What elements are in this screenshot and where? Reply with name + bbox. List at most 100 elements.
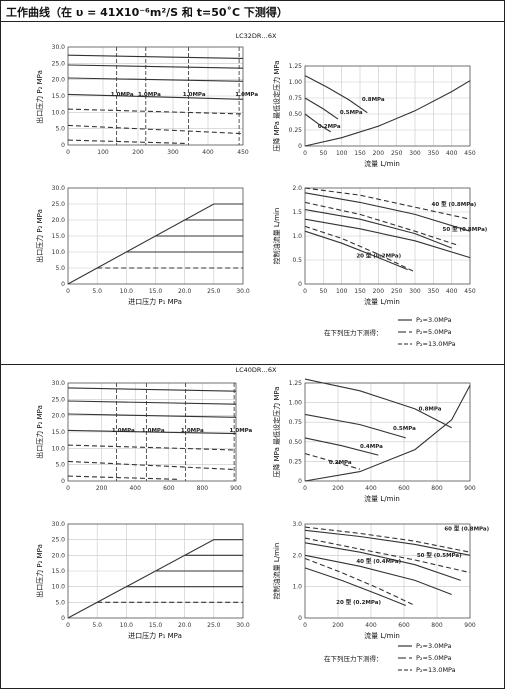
x-tick-label: 0 bbox=[66, 622, 70, 629]
series-line bbox=[304, 542, 461, 581]
x-tick-label: 600 bbox=[398, 622, 410, 629]
x-tick-label: 350 bbox=[428, 150, 440, 157]
series-line bbox=[304, 75, 368, 114]
x-tick-label: 300 bbox=[409, 150, 421, 157]
x-tick-label: 800 bbox=[431, 622, 443, 629]
y-tick-label: 0 bbox=[61, 478, 65, 485]
x-tick-label: 5.0 bbox=[92, 288, 102, 295]
y-tick-label: 5.0 bbox=[55, 126, 65, 133]
x-tick-label: 450 bbox=[237, 149, 249, 156]
y-tick-label: 30.0 bbox=[52, 185, 66, 192]
curve-label: 1.0MPa bbox=[229, 428, 252, 434]
x-tick-label: 400 bbox=[365, 622, 377, 629]
y-axis-title: 出口压力 P₂ MPa bbox=[35, 405, 44, 459]
series-line bbox=[304, 537, 471, 574]
y-tick-label: 2.0 bbox=[292, 185, 302, 192]
curve-label: 20 型 (0.2MPa) bbox=[336, 598, 381, 606]
x-tick-label: 900 bbox=[464, 485, 476, 492]
series-line bbox=[304, 80, 471, 147]
curve-label: 50 型 (0.5MPa) bbox=[417, 551, 462, 559]
curve-label: 1.0MPa bbox=[183, 92, 206, 98]
y-tick-label: 0.50 bbox=[289, 439, 303, 446]
y-tick-label: 1.0 bbox=[292, 233, 302, 240]
series-line bbox=[67, 413, 237, 418]
series-line bbox=[304, 413, 406, 439]
x-tick-label: 30.0 bbox=[236, 288, 250, 295]
curve-label: 1.0MPa bbox=[138, 92, 161, 98]
y-tick-label: 0 bbox=[298, 281, 302, 288]
legend-label: P₂=13.0MPa bbox=[416, 340, 456, 348]
legend-label: P₂=3.0MPa bbox=[416, 642, 452, 650]
plot-frame bbox=[67, 46, 244, 146]
x-tick-label: 450 bbox=[464, 288, 476, 295]
x-tick-label: 600 bbox=[163, 485, 175, 492]
x-tick-label: 900 bbox=[230, 485, 242, 492]
series-line bbox=[67, 444, 237, 451]
x-tick-label: 300 bbox=[409, 288, 421, 295]
x-tick-label: 150 bbox=[354, 150, 366, 157]
y-tick-label: 30.0 bbox=[52, 521, 66, 528]
series-line bbox=[67, 54, 244, 59]
series-line bbox=[304, 113, 331, 133]
series-line bbox=[67, 203, 243, 285]
y-tick-label: 10.0 bbox=[52, 445, 66, 452]
x-axis-title: 进口压力 P₁ MPa bbox=[128, 297, 182, 306]
header-bar: 工作曲线（在 υ = 41X10⁻⁶m²/S 和 t=50˚C 下测得） bbox=[0, 0, 505, 22]
series-line bbox=[304, 385, 471, 482]
y-tick-label: 20.0 bbox=[52, 552, 66, 559]
series-line bbox=[67, 108, 244, 115]
y-tick-label: 1.00 bbox=[289, 79, 303, 86]
x-axis-title: 流量 L/min bbox=[364, 159, 400, 168]
y-tick-label: 1.25 bbox=[289, 380, 303, 387]
curve-label: 0.8MPa bbox=[362, 97, 385, 103]
y-tick-label: 0.5 bbox=[292, 257, 302, 264]
y-tick-label: 30.0 bbox=[52, 44, 66, 51]
curve-label: 60 型 (0.8MPa) bbox=[444, 524, 489, 532]
curve-label: 0.2MPa bbox=[329, 460, 352, 466]
x-tick-label: 100 bbox=[336, 150, 348, 157]
series-line bbox=[67, 539, 243, 619]
series-line bbox=[67, 475, 181, 480]
x-tick-label: 200 bbox=[332, 622, 344, 629]
x-tick-label: 10.0 bbox=[120, 622, 134, 629]
series-line bbox=[304, 192, 471, 232]
y-tick-label: 0.50 bbox=[289, 111, 303, 118]
x-tick-label: 25.0 bbox=[207, 622, 221, 629]
y-tick-label: 0.25 bbox=[289, 127, 303, 134]
x-tick-label: 800 bbox=[431, 485, 443, 492]
series-line bbox=[67, 93, 244, 100]
x-tick-label: 400 bbox=[365, 485, 377, 492]
y-tick-label: 20.0 bbox=[52, 77, 66, 84]
x-axis-title: 流量 L/min bbox=[364, 631, 400, 640]
y-tick-label: 0 bbox=[298, 478, 302, 485]
y-tick-label: 0 bbox=[61, 142, 65, 149]
y-tick-label: 25.0 bbox=[52, 201, 66, 208]
y-axis-title: 压降 MPa 最低设定压力 MPa bbox=[272, 60, 281, 151]
series-line bbox=[67, 400, 237, 405]
x-tick-label: 10.0 bbox=[120, 288, 134, 295]
series-line bbox=[304, 378, 452, 429]
x-tick-label: 150 bbox=[354, 288, 366, 295]
curve-label: 0.4MPa bbox=[360, 444, 383, 450]
x-tick-label: 30.0 bbox=[236, 622, 250, 629]
x-tick-label: 400 bbox=[446, 150, 458, 157]
y-tick-label: 30.0 bbox=[52, 380, 66, 387]
x-tick-label: 20.0 bbox=[178, 288, 192, 295]
series-line bbox=[304, 225, 416, 273]
x-tick-label: 50 bbox=[320, 150, 328, 157]
x-tick-label: 800 bbox=[197, 485, 209, 492]
y-tick-label: 5.0 bbox=[55, 599, 65, 606]
series-line bbox=[304, 567, 407, 607]
curve-label: 1.0MPa bbox=[111, 92, 134, 98]
y-tick-label: 1.0 bbox=[292, 584, 302, 591]
x-tick-label: 350 bbox=[428, 288, 440, 295]
series-line bbox=[304, 529, 471, 556]
series-line bbox=[67, 387, 237, 392]
y-axis-title: 出口压力 P₂ MPa bbox=[35, 544, 44, 598]
curve-label: 1.0MPa bbox=[181, 428, 204, 434]
series-line bbox=[304, 437, 379, 456]
legend-label: P₂=5.0MPa bbox=[416, 328, 452, 336]
y-tick-label: 0 bbox=[298, 143, 302, 150]
y-tick-label: 5.0 bbox=[55, 265, 65, 272]
